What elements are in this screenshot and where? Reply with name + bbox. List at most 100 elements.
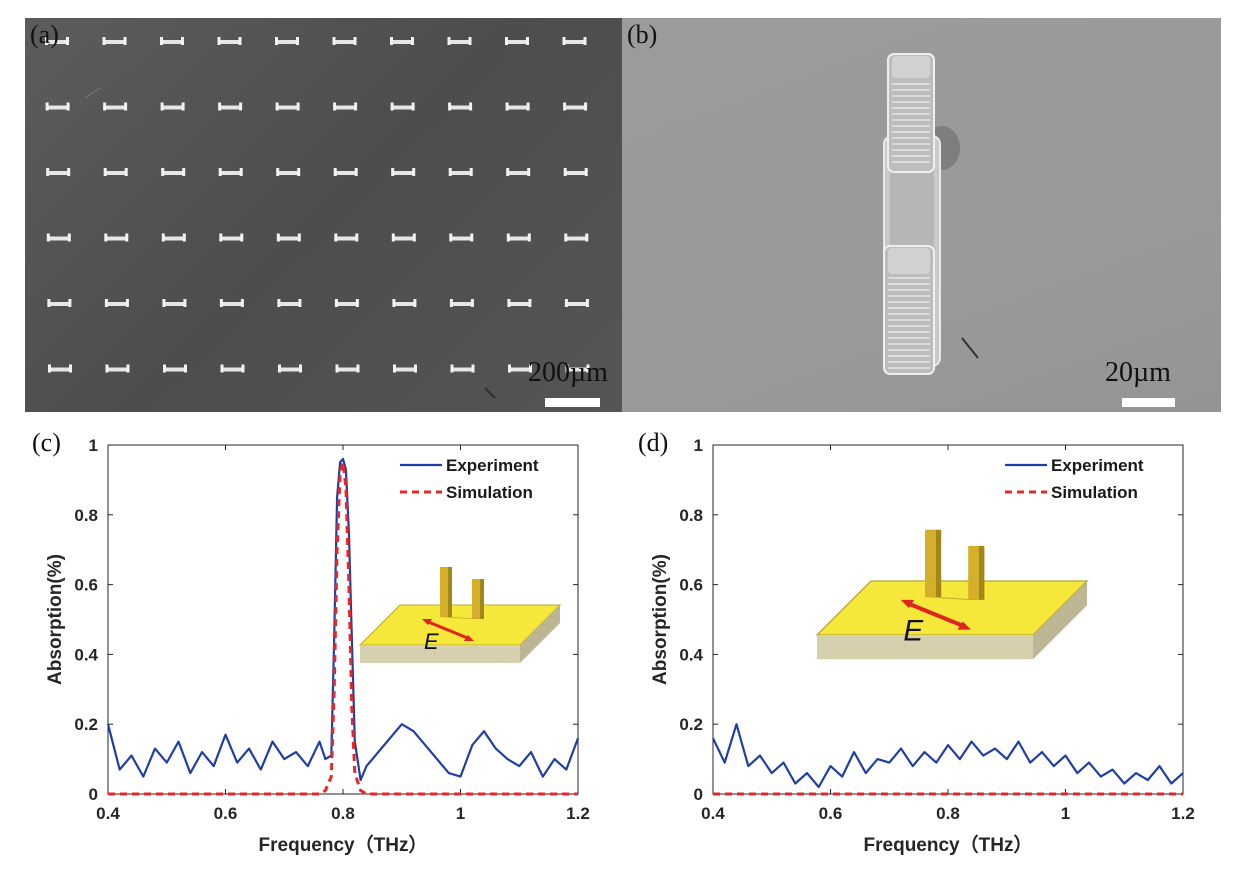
x-tick-label: 0.4 <box>701 804 725 823</box>
array-pillar <box>333 102 358 111</box>
array-pillar <box>46 233 71 242</box>
pillar-bottom <box>883 245 935 375</box>
u-structure-inset: E <box>815 529 1089 660</box>
scale-text-a: 200µm <box>528 357 608 388</box>
legend-label-simulation: Simulation <box>446 483 533 502</box>
x-tick-label: 0.8 <box>331 804 355 823</box>
sem-image-single <box>622 18 1221 412</box>
x-axis-label: Frequency（THz） <box>259 833 428 856</box>
series-line-experiment <box>712 723 1184 789</box>
sem-image-array <box>25 18 622 412</box>
array-pillar <box>332 37 357 45</box>
panel-label-c: (c) <box>32 428 61 457</box>
array-pillar <box>160 37 184 45</box>
x-tick-label: 1 <box>456 804 465 823</box>
x-tick-label: 0.6 <box>819 804 843 823</box>
y-tick-label: 0.2 <box>679 715 703 734</box>
array-pillar <box>564 233 589 242</box>
panel-label-d: (d) <box>638 428 669 457</box>
array-pillar <box>104 299 129 307</box>
y-tick-label: 0.4 <box>74 645 98 664</box>
array-pillar <box>220 364 245 373</box>
inset-field-label: E <box>424 629 439 654</box>
array-pillar <box>450 364 475 373</box>
array-pillar <box>449 233 474 242</box>
scale-bar-b <box>1122 398 1175 407</box>
x-tick-label: 1 <box>1061 804 1070 823</box>
y-tick-label: 0 <box>89 785 98 804</box>
x-tick-label: 0.4 <box>96 804 120 823</box>
array-pillar <box>333 168 358 176</box>
array-pillar <box>104 233 129 242</box>
x-tick-label: 0.8 <box>936 804 960 823</box>
array-pillar <box>390 37 414 45</box>
array-pillar <box>47 299 72 307</box>
array-pillar <box>391 168 416 176</box>
y-tick-label: 0.6 <box>679 576 703 595</box>
array-pillar <box>161 233 186 242</box>
array-pillar <box>562 37 587 45</box>
y-tick-label: 1 <box>694 436 703 455</box>
scale-bar-a <box>545 398 600 407</box>
y-tick-label: 0.6 <box>74 576 98 595</box>
array-pillar <box>103 102 128 111</box>
array-pillar <box>276 233 301 242</box>
array-pillar <box>506 168 531 176</box>
array-pillar <box>105 364 130 373</box>
array-pillar <box>505 102 530 111</box>
array-pillar <box>219 233 244 242</box>
array-pillar <box>393 364 417 373</box>
inset-field-label: E <box>903 614 924 647</box>
array-pillar <box>160 102 185 111</box>
array-pillar <box>103 168 128 176</box>
array-pillar <box>161 168 186 176</box>
array-pillar <box>392 299 417 307</box>
array-pillar <box>449 299 474 307</box>
array-pillar <box>102 37 127 45</box>
array-pillar <box>565 364 590 373</box>
y-tick-label: 1 <box>89 436 98 455</box>
series-line-simulation <box>108 460 578 796</box>
y-tick-label: 0.2 <box>74 715 98 734</box>
y-tick-label: 0.8 <box>74 506 98 525</box>
legend-label-experiment: Experiment <box>1051 456 1144 475</box>
y-axis-label: Absorption(%) <box>45 554 66 685</box>
array-pillar <box>448 168 473 176</box>
array-pillar <box>275 37 299 45</box>
x-tick-label: 0.6 <box>214 804 238 823</box>
pillar-array <box>45 37 590 399</box>
x-tick-label: 1.2 <box>1171 804 1195 823</box>
array-pillar <box>391 233 416 242</box>
array-pillar <box>508 364 532 373</box>
array-pillar <box>163 364 187 373</box>
array-pillar <box>277 299 302 307</box>
x-axis-label: Frequency（THz） <box>864 833 1033 856</box>
series-line-experiment <box>106 457 580 782</box>
array-pillar <box>45 37 69 45</box>
chart-d: 0.4 0.6 0.8 1 1.2 0 0.2 0.4 0.6 0.8 1 Frequency（THz… <box>650 436 1195 856</box>
array-pillar <box>505 37 529 45</box>
array-pillar <box>48 364 72 373</box>
array-pillar <box>564 299 589 307</box>
array-pillar <box>219 299 244 307</box>
array-pillar <box>563 168 588 176</box>
array-pillar <box>448 102 473 111</box>
array-pillar <box>335 364 360 373</box>
array-pillar <box>218 168 243 176</box>
array-pillar <box>334 299 359 307</box>
panel-label-b: (b) <box>627 20 658 49</box>
u-structure-inset: E <box>358 567 562 663</box>
y-tick-label: 0 <box>694 785 703 804</box>
array-pillar <box>507 299 532 307</box>
legend-label-simulation: Simulation <box>1051 483 1138 502</box>
chart-c: 0.4 0.6 0.8 1 1.2 0 0.2 0.4 0.6 0.8 1 Frequency（THz… <box>45 436 590 856</box>
y-tick-label: 0.4 <box>679 645 703 664</box>
array-pillar <box>447 37 472 45</box>
array-pillar <box>278 364 302 373</box>
array-pillar <box>162 299 187 307</box>
array-pillar <box>275 102 300 111</box>
u-structure-sem <box>883 53 979 375</box>
y-axis-label: Absorption(%) <box>650 554 671 685</box>
array-pillar <box>334 233 359 242</box>
pillar-top <box>887 53 935 173</box>
